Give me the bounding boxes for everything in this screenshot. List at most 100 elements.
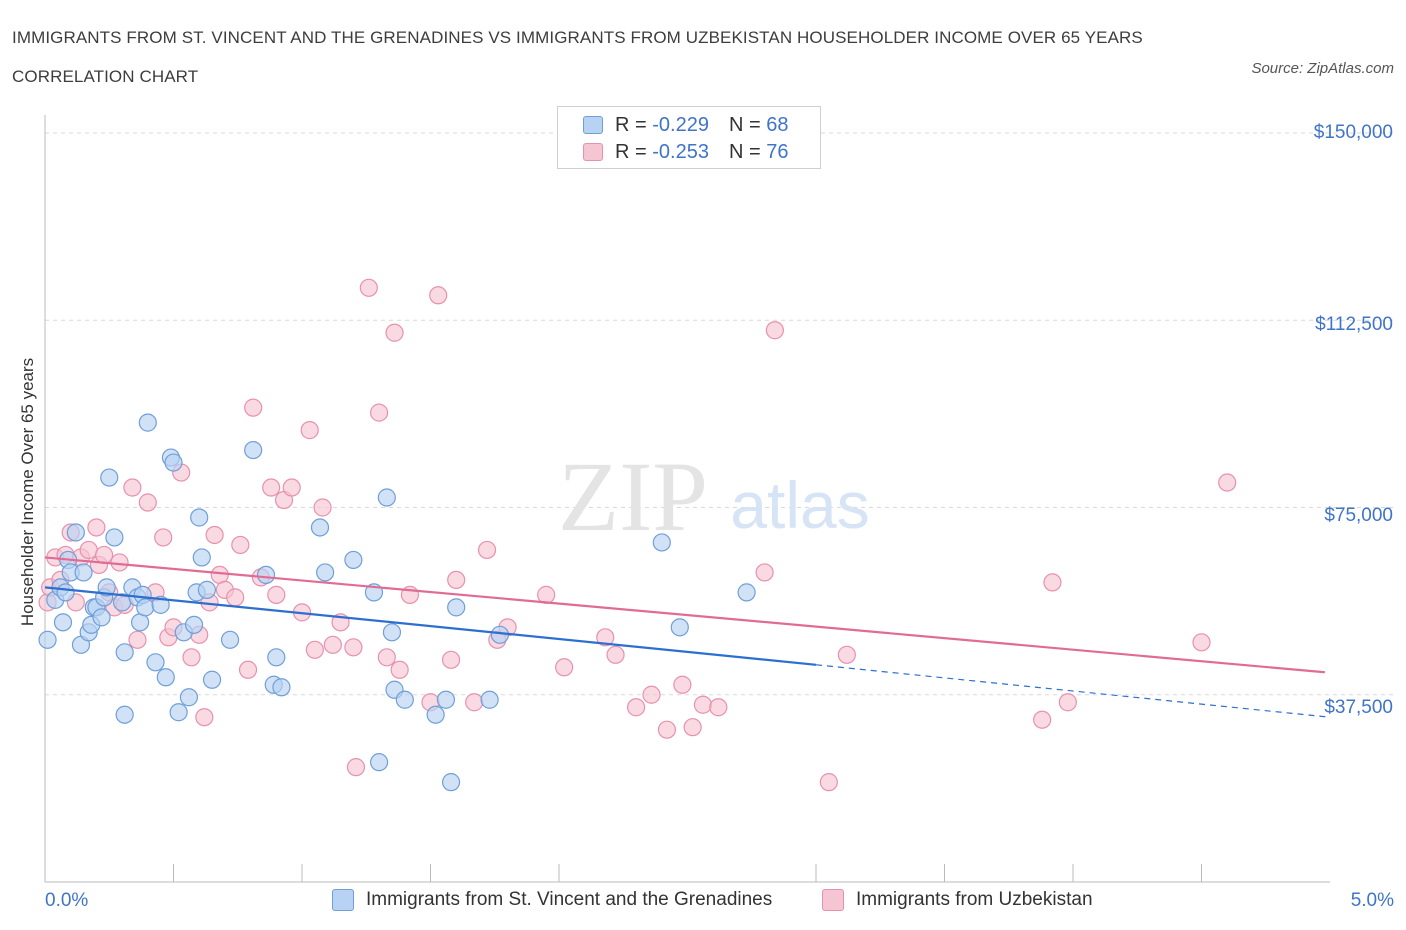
uzbekistan-point <box>370 403 389 422</box>
uzbekistan-point <box>837 645 856 664</box>
st-vincent-point <box>480 690 499 709</box>
uzbekistan-point <box>346 758 366 777</box>
y-tick-label: $37,500 <box>1324 697 1393 718</box>
uzbekistan-point <box>1033 710 1052 729</box>
legend-swatch-pink <box>583 143 603 161</box>
st-vincent-point <box>138 413 157 432</box>
legend-row-st-vincent: R = -0.229 N = 68 <box>583 114 788 136</box>
legend-n-value: 76 <box>766 140 789 163</box>
st-vincent-point <box>169 703 188 722</box>
st-vincent-point <box>190 508 209 527</box>
uzbekistan-point <box>244 398 263 417</box>
uzbekistan-point <box>693 695 713 714</box>
st-vincent-point <box>105 528 124 547</box>
st-vincent-point <box>267 648 286 667</box>
uzbekistan-point <box>673 675 692 694</box>
uzbekistan-point <box>465 693 484 712</box>
uzbekistan-point <box>138 493 157 512</box>
legend-swatch-blue <box>583 116 603 134</box>
st-vincent-points <box>38 413 756 792</box>
trend-lines <box>44 556 1331 718</box>
st-vincent-point <box>316 563 335 582</box>
uzbekistan-point <box>755 563 774 582</box>
legend-row-uzbekistan: R = -0.253 N = 76 <box>583 141 788 163</box>
st-vincent-point <box>490 625 509 644</box>
series-legend-st-vincent: Immigrants from St. Vincent and the Gren… <box>332 889 772 911</box>
uzbekistan-point <box>819 773 838 792</box>
y-axis-label: Householder Income Over 65 years <box>18 357 37 627</box>
watermark: ZIP atlas <box>558 441 870 552</box>
y-tick-label: $112,500 <box>1315 314 1393 335</box>
st-vincent-point <box>164 453 183 472</box>
uzbekistan-point <box>626 698 646 717</box>
uzbekistan-point <box>390 660 409 679</box>
uzbekistan-point <box>323 635 342 654</box>
st-vincent-point <box>192 548 211 567</box>
uzbekistan-point <box>447 570 466 590</box>
st-vincent-point <box>92 608 111 627</box>
st-vincent-trend-extension <box>815 664 1331 718</box>
uzbekistan-point <box>313 498 332 517</box>
legend-n-value: 68 <box>766 113 789 136</box>
st-vincent-point <box>382 623 402 642</box>
uzbekistan-point <box>429 286 448 305</box>
st-vincent-point <box>377 488 396 507</box>
series-legend-uzbekistan: Immigrants from Uzbekistan <box>822 889 1093 911</box>
uzbekistan-point <box>441 650 461 669</box>
st-vincent-point <box>370 753 389 772</box>
uzbekistan-point <box>477 540 497 560</box>
uzbekistan-point <box>555 658 574 677</box>
st-vincent-point <box>56 583 75 602</box>
st-vincent-point <box>447 598 466 617</box>
st-vincent-point <box>202 670 222 689</box>
uzbekistan-point <box>231 535 250 555</box>
st-vincent-point <box>441 773 461 792</box>
st-vincent-point <box>179 688 199 707</box>
st-vincent-point <box>256 565 276 585</box>
st-vincent-point <box>53 613 73 632</box>
uzbekistan-point <box>300 421 319 440</box>
uzbekistan-point <box>182 648 201 667</box>
st-vincent-point <box>197 580 217 599</box>
st-vincent-point <box>436 690 456 709</box>
legend-r-label: R = <box>615 113 653 136</box>
y-tick-label: $150,000 <box>1313 122 1393 143</box>
uzbekistan-point <box>87 518 106 537</box>
uzbekistan-point <box>205 525 224 545</box>
series-name: Immigrants from Uzbekistan <box>856 889 1093 910</box>
st-vincent-point <box>151 595 170 614</box>
st-vincent-point <box>426 705 445 724</box>
watermark-zip: ZIP <box>558 441 708 552</box>
uzbekistan-point <box>282 478 301 497</box>
uzbekistan-point <box>683 718 702 737</box>
st-vincent-point <box>395 690 414 709</box>
series-swatch-pink <box>822 889 844 911</box>
st-vincent-point <box>652 533 671 552</box>
st-vincent-point <box>66 523 85 542</box>
uzbekistan-point <box>657 720 677 739</box>
uzbekistan-point <box>128 630 147 649</box>
uzbekistan-point <box>226 588 245 607</box>
uzbekistan-trend-line <box>44 556 1325 674</box>
st-vincent-point <box>184 615 204 634</box>
source-label: Source: ZipAtlas.com <box>1251 60 1394 77</box>
st-vincent-point <box>136 598 155 617</box>
st-vincent-point <box>344 550 363 570</box>
uzbekistan-point <box>1192 633 1211 652</box>
uzbekistan-point <box>110 553 129 572</box>
st-vincent-point <box>220 630 240 649</box>
st-vincent-point <box>146 653 165 672</box>
st-vincent-point <box>737 583 756 602</box>
uzbekistan-point <box>359 278 378 297</box>
uzbekistan-point <box>79 540 98 560</box>
uzbekistan-point <box>1043 573 1062 592</box>
uzbekistan-point <box>606 645 625 664</box>
x-tick-label-max: 5.0% <box>1350 890 1394 911</box>
st-vincent-point <box>100 468 119 487</box>
uzbekistan-point <box>709 698 728 717</box>
series-name: Immigrants from St. Vincent and the Gren… <box>366 889 773 910</box>
uzbekistan-point <box>238 660 258 679</box>
st-vincent-point <box>272 678 291 697</box>
legend-n-label: N = <box>728 113 767 136</box>
uzbekistan-point <box>1058 693 1077 712</box>
